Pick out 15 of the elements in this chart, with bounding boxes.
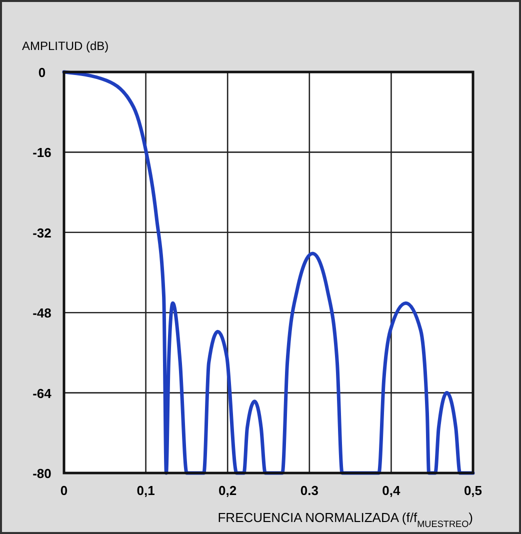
x-axis-title: FRECUENCIA NORMALIZADA (f/f$_{MUESTREO}$) <box>218 510 473 529</box>
line-series <box>62 70 475 475</box>
x-tick-label: 0,5 <box>464 483 482 498</box>
y-tick-label: -64 <box>32 386 52 401</box>
x-tick-label: 0,2 <box>218 483 237 498</box>
x-tick-label: 0 <box>60 483 68 498</box>
y-tick-label: -32 <box>32 225 52 240</box>
x-tick-label: 0,4 <box>382 483 402 498</box>
y-tick-label: -80 <box>32 466 52 481</box>
y-tick-label: -48 <box>32 306 52 321</box>
y-axis-title: AMPLITUD (dB) <box>22 39 109 53</box>
x-tick-label: 0,1 <box>136 483 155 498</box>
x-tick-label: 0.3 <box>300 483 318 498</box>
y-tick-label: -16 <box>32 145 52 160</box>
y-tick-label: 0 <box>38 65 46 80</box>
